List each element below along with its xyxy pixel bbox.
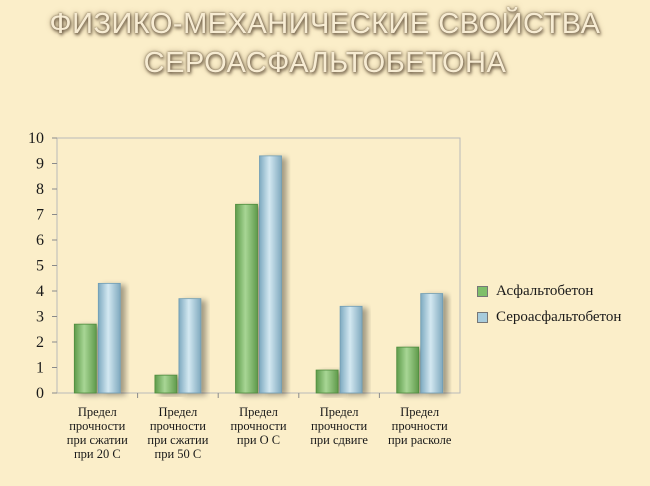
x-category-label-line: Предел	[239, 405, 278, 419]
x-category-label-line: прочности	[69, 419, 125, 433]
y-tick-label: 1	[36, 360, 44, 377]
bar-asphalt	[315, 369, 339, 394]
legend-item-sulfur-asphalt: Сероасфальтобетон	[477, 304, 621, 330]
x-category-label-line: прочности	[311, 419, 367, 433]
slide-title-line2: СЕРОАСФАЛЬТОБЕТОНА	[143, 47, 507, 79]
x-category-label-line: при 20 С	[74, 447, 121, 461]
bar-asphalt	[235, 203, 258, 394]
x-category-label-line: при 50 С	[155, 447, 202, 461]
y-tick-label: 2	[36, 334, 44, 351]
x-category-label: Предел прочности при О С	[230, 405, 286, 447]
legend-item-asphalt: Асфальтобетон	[477, 278, 621, 304]
x-category-label-line: прочности	[230, 419, 286, 433]
bar-asphalt	[73, 323, 97, 394]
x-category-label-line: при О С	[237, 433, 280, 447]
x-category-label-line: при сдвиге	[310, 433, 368, 447]
y-tick-label: 9	[36, 156, 44, 173]
x-category-label-line: прочности	[392, 419, 448, 433]
y-tick-label: 8	[36, 181, 44, 198]
bar-sulfur-asphalt	[259, 155, 282, 394]
slide-title-line1: ФИЗИКО-МЕХАНИЧЕСКИЕ СВОЙСТВА	[49, 8, 601, 40]
legend-swatch-green	[477, 285, 488, 297]
bar-asphalt	[154, 374, 178, 394]
x-category-label-line: Предел	[320, 405, 359, 419]
x-category-label-line: при сжатии	[147, 433, 208, 447]
x-category-label: Предел прочности при сжатии при 50 С	[147, 405, 208, 461]
x-category-label: Предел прочности при сжатии при 20 С	[67, 405, 128, 461]
x-category-label-line: прочности	[150, 419, 206, 433]
x-category-label-line: при сжатии	[67, 433, 128, 447]
legend-label-sulfur-asphalt: Сероасфальтобетон	[496, 308, 622, 325]
y-tick-label: 0	[36, 385, 44, 402]
legend-swatch-blue	[477, 311, 488, 323]
plot-area	[56, 137, 461, 394]
y-tick-label: 7	[36, 207, 44, 224]
bar-asphalt	[396, 346, 420, 394]
y-tick-label: 6	[36, 232, 44, 249]
bar-sulfur-asphalt	[178, 298, 202, 394]
bar-sulfur-asphalt	[97, 282, 121, 394]
x-category-label-line: при расколе	[388, 433, 452, 447]
y-tick-label: 5	[36, 258, 44, 275]
y-tick-label: 4	[36, 283, 44, 300]
x-category-label: Предел прочности при сдвиге	[310, 405, 368, 447]
x-category-label-line: Предел	[78, 405, 117, 419]
legend-label-asphalt: Асфальтобетон	[496, 282, 594, 299]
x-category-label-line: Предел	[400, 405, 439, 419]
x-category-label-line: Предел	[158, 405, 197, 419]
y-tick-label: 3	[36, 309, 44, 326]
bar-sulfur-asphalt	[339, 305, 363, 394]
y-tick-label: 10	[28, 130, 44, 147]
bar-sulfur-asphalt	[420, 293, 444, 394]
x-category-label: Предел прочности при расколе	[388, 405, 452, 447]
legend: Асфальтобетон Сероасфальтобетон	[477, 278, 621, 330]
